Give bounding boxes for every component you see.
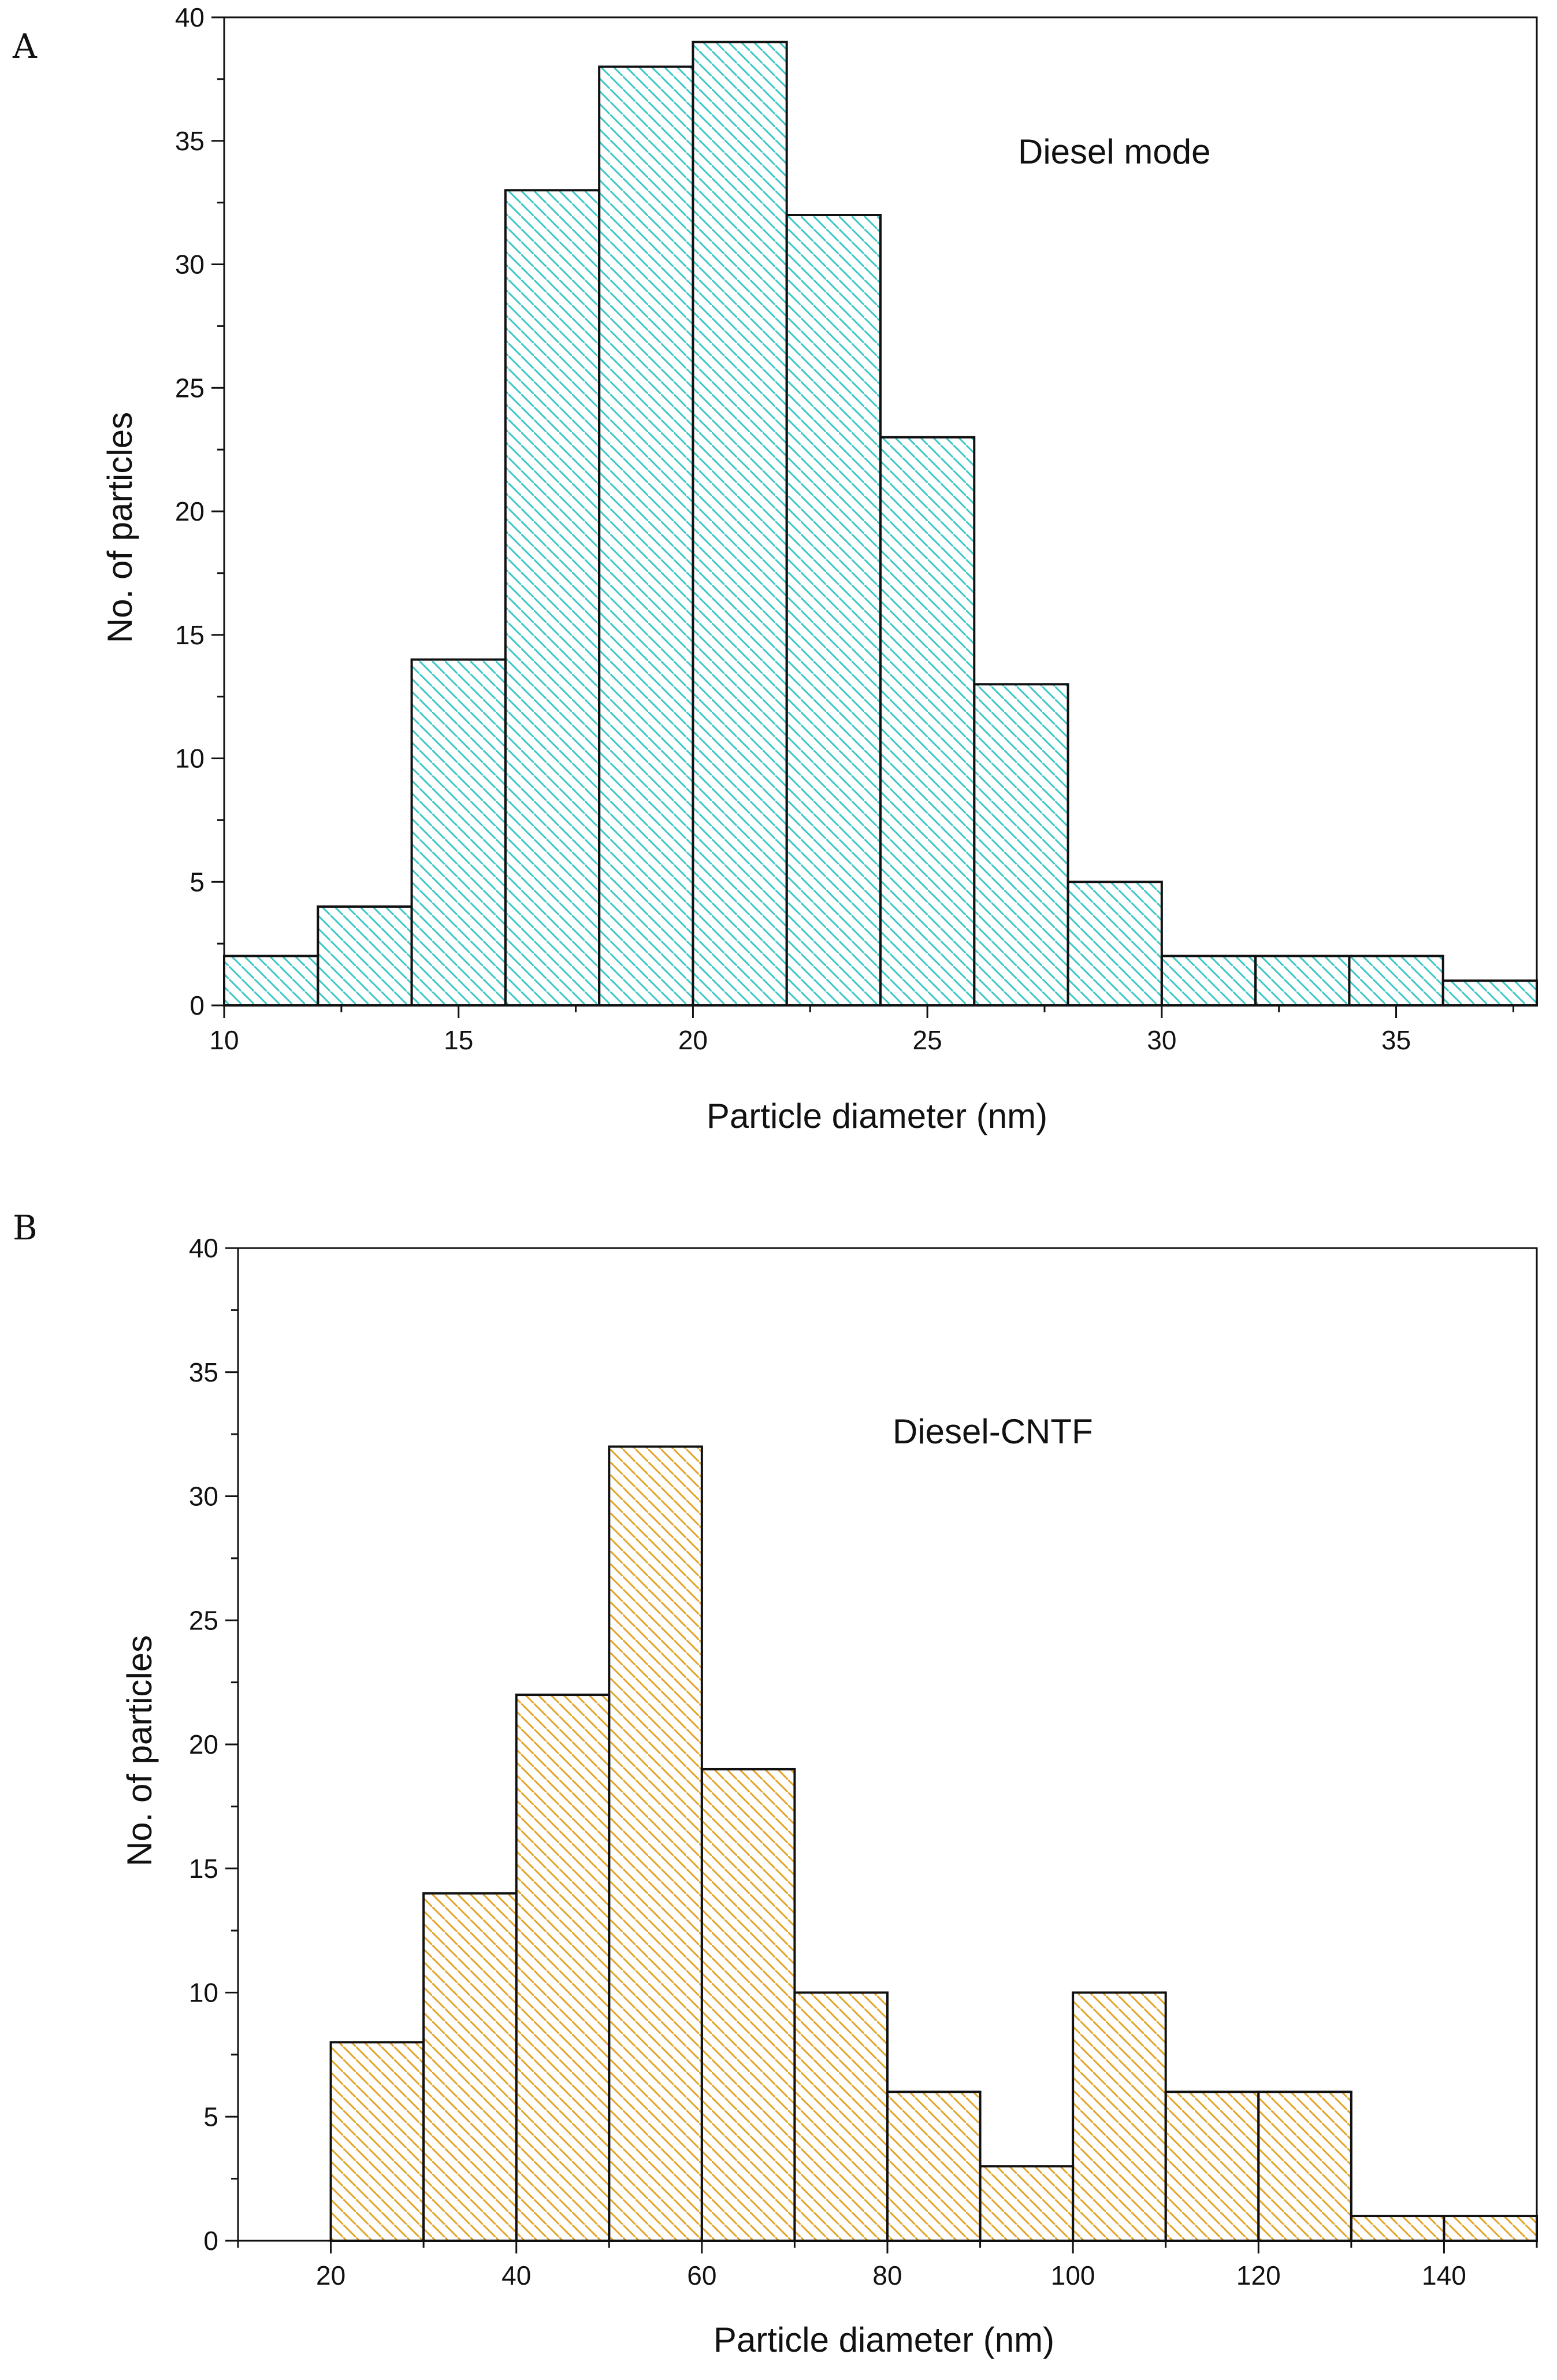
histogram-bar bbox=[329, 2041, 425, 2242]
y-tick-label: 10 bbox=[189, 1978, 218, 2008]
histogram-bar bbox=[598, 65, 694, 1007]
y-tick-label: 15 bbox=[189, 1854, 218, 1884]
histogram-bar bbox=[1350, 2215, 1445, 2242]
histogram-bar bbox=[1164, 2091, 1260, 2242]
y-tick-label: 40 bbox=[189, 1233, 218, 1263]
x-tick-label: 15 bbox=[444, 1025, 473, 1055]
x-axis-title: Particle diameter (nm) bbox=[714, 2320, 1054, 2359]
histogram-bar bbox=[422, 1892, 518, 2242]
y-tick-label: 20 bbox=[189, 1729, 218, 1759]
histogram-bar bbox=[515, 1694, 611, 2242]
histogram-bar bbox=[979, 2165, 1075, 2242]
y-tick-label: 30 bbox=[175, 250, 205, 280]
histogram-bar bbox=[1067, 881, 1163, 1007]
histogram-bar bbox=[1348, 955, 1444, 1007]
y-tick-label: 25 bbox=[189, 1605, 218, 1635]
chart-annotation: Diesel-CNTF bbox=[893, 1412, 1093, 1451]
histogram-bar bbox=[973, 683, 1069, 1007]
y-tick-label: 0 bbox=[203, 2226, 218, 2256]
x-tick-label: 60 bbox=[687, 2260, 716, 2290]
histogram-bar bbox=[608, 1445, 703, 2242]
histogram-bar bbox=[504, 189, 601, 1007]
y-tick-label: 35 bbox=[189, 1357, 218, 1387]
histogram-bar bbox=[1443, 2215, 1538, 2242]
histogram-bar bbox=[785, 214, 882, 1007]
panel-a: A Diesel mode Particle diameter (nm) No.… bbox=[12, 2, 1539, 1135]
histogram-bar bbox=[1257, 2091, 1352, 2242]
x-tick-label: 100 bbox=[1051, 2260, 1095, 2290]
x-tick-label: 120 bbox=[1236, 2260, 1281, 2290]
panel-label: A bbox=[12, 27, 38, 66]
x-tick-label: 25 bbox=[913, 1025, 942, 1055]
x-tick-label: 140 bbox=[1422, 2260, 1466, 2290]
chart-annotation: Diesel mode bbox=[1018, 132, 1211, 171]
x-tick-label: 10 bbox=[209, 1025, 239, 1055]
histogram-bar bbox=[700, 1768, 796, 2242]
histogram-bar bbox=[317, 905, 413, 1007]
histogram-bar bbox=[886, 2091, 982, 2242]
histogram-bar bbox=[692, 40, 788, 1007]
histogram-bar bbox=[1254, 955, 1351, 1007]
histogram-bar bbox=[410, 658, 507, 1007]
y-tick-label: 5 bbox=[189, 867, 205, 897]
histogram-bar bbox=[793, 1991, 889, 2242]
y-axis-title: No. of particles bbox=[120, 1635, 159, 1866]
y-tick-label: 40 bbox=[175, 2, 205, 32]
y-tick-label: 35 bbox=[175, 126, 205, 156]
y-tick-label: 5 bbox=[203, 2101, 218, 2132]
y-axis-title: No. of particles bbox=[101, 412, 139, 643]
x-tick-label: 30 bbox=[1147, 1025, 1176, 1055]
histogram-bar bbox=[879, 436, 976, 1007]
y-tick-label: 15 bbox=[175, 620, 205, 650]
x-tick-label: 80 bbox=[872, 2260, 902, 2290]
y-tick-label: 20 bbox=[175, 496, 205, 526]
histogram-bar bbox=[1072, 1991, 1167, 2242]
y-tick-label: 10 bbox=[175, 744, 205, 774]
histogram-bar bbox=[223, 955, 319, 1007]
x-tick-label: 20 bbox=[316, 2260, 345, 2290]
x-tick-label: 35 bbox=[1381, 1025, 1411, 1055]
histogram-bar bbox=[1441, 979, 1539, 1007]
panel-label: B bbox=[13, 1208, 38, 1247]
x-tick-label: 20 bbox=[678, 1025, 708, 1055]
y-tick-label: 30 bbox=[189, 1482, 218, 1512]
y-tick-label: 25 bbox=[175, 373, 205, 403]
panel-b: B Diesel-CNTF Particle diameter (nm) No.… bbox=[13, 1208, 1538, 2359]
x-axis-title: Particle diameter (nm) bbox=[707, 1097, 1047, 1135]
histogram-bar bbox=[1160, 955, 1257, 1007]
x-tick-label: 40 bbox=[501, 2260, 531, 2290]
y-tick-label: 0 bbox=[189, 990, 205, 1020]
